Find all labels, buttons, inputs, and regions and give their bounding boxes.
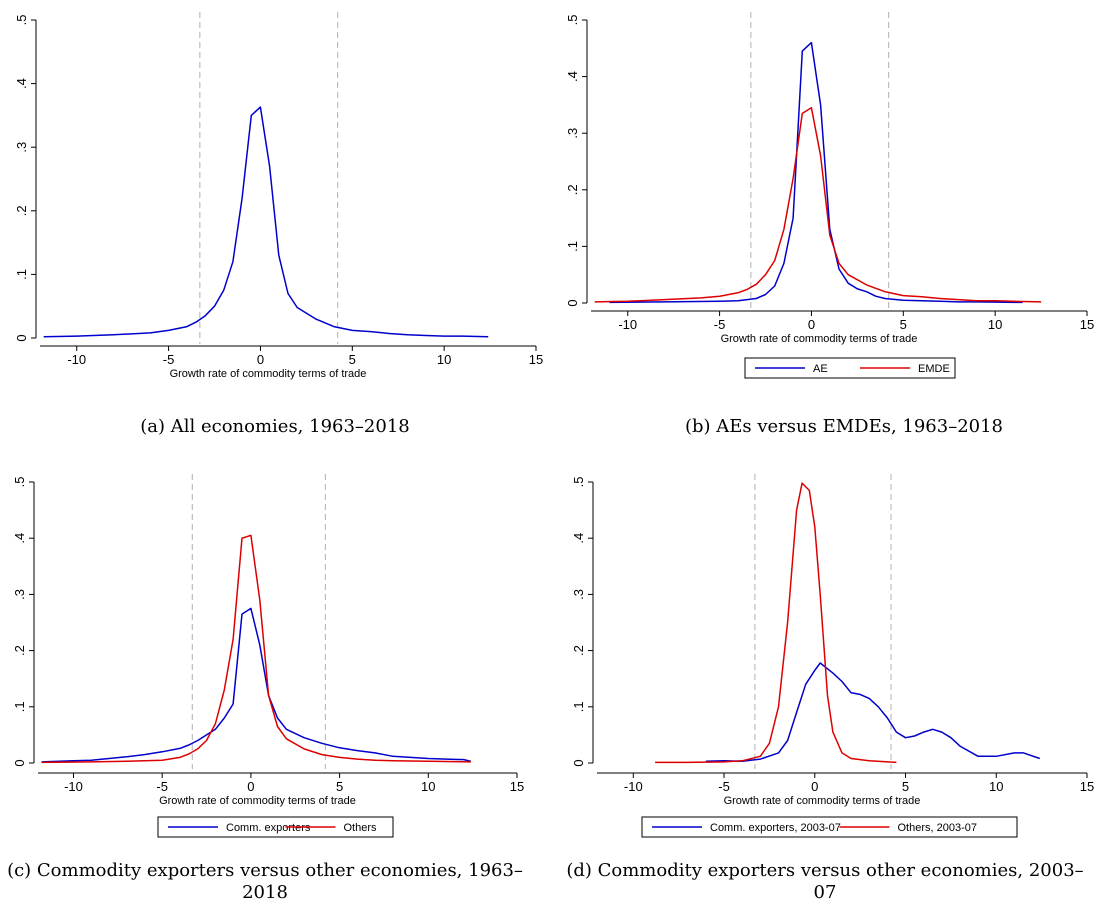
x-tick-label: 10 — [988, 317, 1002, 332]
y-tick-label: .2 — [565, 184, 580, 195]
x-axis-label: Growth rate of commodity terms of trade — [170, 368, 367, 380]
x-tick-label: -5 — [156, 779, 168, 794]
x-tick-label: 10 — [421, 779, 435, 794]
legend-label: EMDE — [918, 363, 950, 375]
legend-label: Others, 2003-07 — [898, 822, 978, 834]
y-tick-label: .2 — [571, 645, 586, 656]
x-axis-label: Growth rate of commodity terms of trade — [721, 333, 918, 345]
x-tick-label: 15 — [1080, 779, 1094, 794]
x-tick-label: 15 — [1080, 317, 1094, 332]
chart-b: 0 .1 .2 .3 .4 .5 -10 -5 0 5 10 15 Growth rate of com… — [565, 12, 1094, 379]
x-tick-label: 10 — [989, 779, 1003, 794]
x-tick-label: 0 — [808, 317, 815, 332]
legend-box — [744, 357, 956, 379]
legend-label: Comm. exporters, 2003-07 — [710, 822, 841, 834]
y-tick-label: .5 — [565, 15, 580, 26]
series-line-others — [41, 534, 471, 764]
x-tick-label: 0 — [247, 779, 254, 794]
x-tick-label: 10 — [437, 352, 451, 367]
x-tick-label: -10 — [67, 352, 86, 367]
x-tick-label: -10 — [64, 779, 83, 794]
y-tick-label: .4 — [14, 78, 29, 89]
chart-a: 0 .1 .2 .3 .4 .5 -10 -5 0 5 10 15 Growth rate of com… — [14, 12, 543, 380]
y-tick-label: .1 — [14, 269, 29, 280]
legend-box — [641, 816, 1018, 838]
y-tick-label: .3 — [12, 589, 27, 600]
series-line-ae — [609, 41, 1023, 304]
y-tick-label: .1 — [571, 701, 586, 712]
y-tick-label: 0 — [12, 759, 27, 766]
y-tick-label: .3 — [14, 142, 29, 153]
x-tick-label: 5 — [336, 779, 343, 794]
y-tick-label: 0 — [565, 299, 580, 306]
y-tick-label: .2 — [14, 205, 29, 216]
x-axis-label: Growth rate of commodity terms of trade — [724, 795, 921, 807]
legend-box — [157, 816, 394, 838]
y-tick-label: .5 — [571, 477, 586, 488]
caption-d: (d) Commodity exporters versus other eco… — [566, 860, 1084, 903]
x-tick-label: -5 — [163, 352, 175, 367]
x-tick-label: 15 — [529, 352, 543, 367]
x-tick-label: 5 — [900, 317, 907, 332]
y-tick-label: .5 — [12, 477, 27, 488]
y-tick-label: .4 — [12, 533, 27, 544]
series-line-comm-exporters — [41, 607, 472, 763]
chart-c: 0 .1 .2 .3 .4 .5 -10 -5 0 5 10 15 Growth rate of com… — [12, 474, 524, 838]
caption-a: (a) All economies, 1963–2018 — [140, 416, 410, 437]
y-tick-label: 0 — [571, 759, 586, 766]
series-line-others-2003-07 — [655, 482, 897, 764]
x-axis-label: Growth rate of commodity terms of trade — [159, 795, 356, 807]
y-tick-label: .4 — [571, 533, 586, 544]
x-tick-label: 0 — [257, 352, 264, 367]
x-tick-label: -5 — [718, 779, 730, 794]
x-tick-label: 15 — [510, 779, 524, 794]
y-tick-label: .1 — [565, 241, 580, 252]
series-line-0 — [43, 106, 489, 338]
series-line-comm-exporters-2003-07 — [705, 662, 1041, 763]
x-tick-label: -10 — [624, 779, 643, 794]
y-tick-label: .2 — [12, 645, 27, 656]
x-tick-label: 0 — [811, 779, 818, 794]
x-tick-label: -10 — [618, 317, 637, 332]
x-tick-label: 5 — [902, 779, 909, 794]
caption-b: (b) AEs versus EMDEs, 1963–2018 — [684, 416, 1004, 437]
series-line-emde — [594, 106, 1042, 303]
legend-label: AE — [813, 363, 828, 375]
legend-label: Others — [344, 822, 378, 834]
y-tick-label: .4 — [565, 71, 580, 82]
x-tick-label: -5 — [714, 317, 726, 332]
y-tick-label: .3 — [571, 589, 586, 600]
caption-c: (c) Commodity exporters versus other eco… — [7, 860, 523, 903]
x-tick-label: 5 — [349, 352, 356, 367]
y-tick-label: .3 — [565, 128, 580, 139]
y-tick-label: .5 — [14, 15, 29, 26]
y-tick-label: 0 — [14, 334, 29, 341]
y-tick-label: .1 — [12, 701, 27, 712]
chart-d: 0 .1 .2 .3 .4 .5 -10 -5 0 5 10 15 Growth rate of com… — [571, 474, 1094, 838]
legend-label: Comm. exporters — [226, 822, 311, 834]
